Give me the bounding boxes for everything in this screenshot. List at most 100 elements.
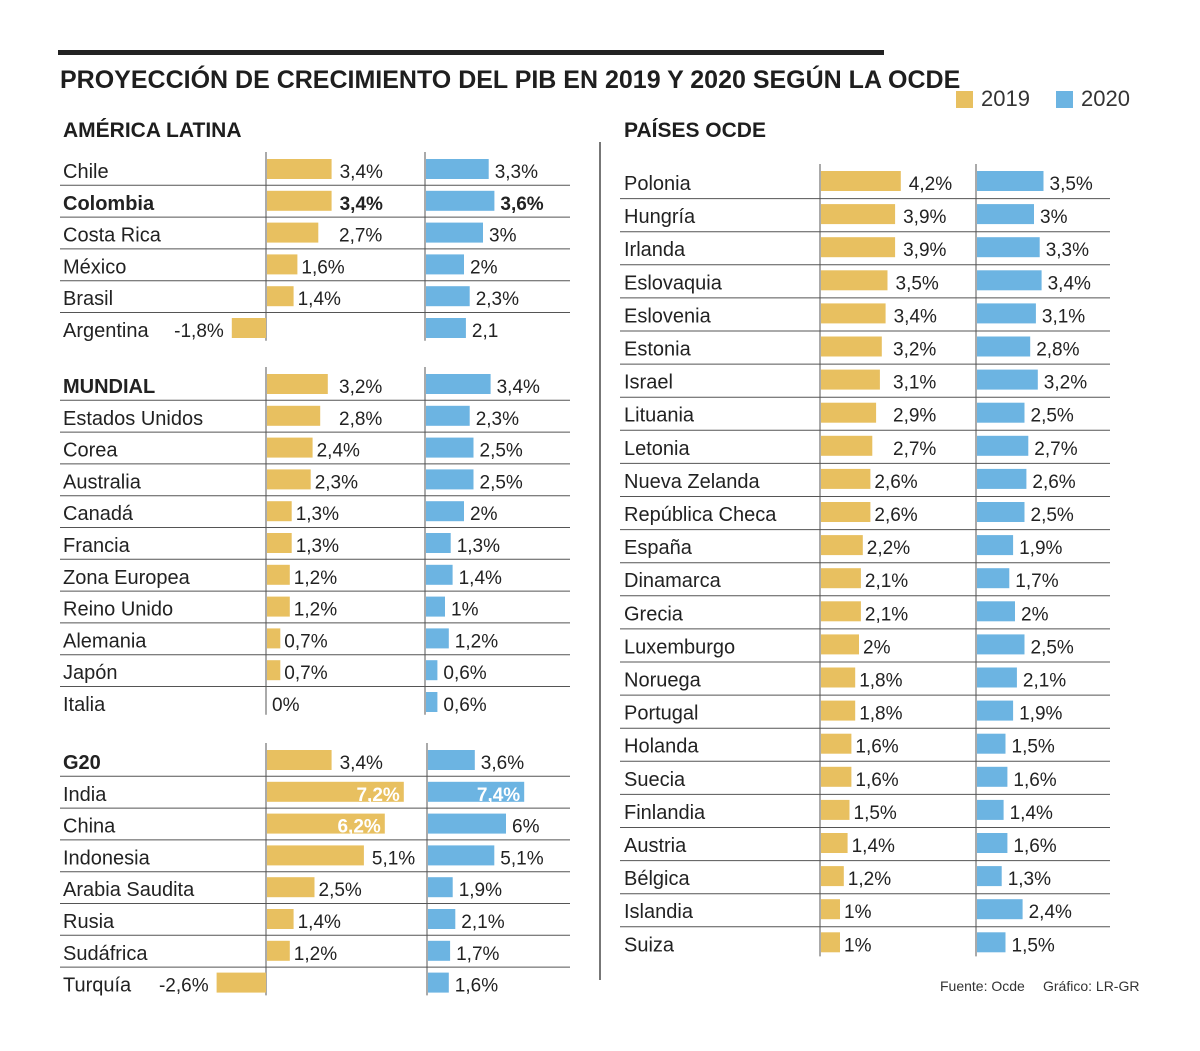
bar-2019-ocde-suecia [821,766,852,787]
row-label-ocde-estonia: Estonia [624,339,692,361]
legend-item-2020: 2020 [1056,86,1130,112]
value-label-2020-ocde-israel: 3,2% [1044,373,1087,394]
row-label-costa-rica: Costa Rica [63,225,162,247]
value-label-2020-ocde-suecia: 1,6% [1013,770,1056,791]
value-label-2019-ocde-espana: 2,2% [867,538,910,559]
value-label-2020-reino-unido: 1% [451,600,479,621]
bar-2019-ocde-letonia [821,435,873,456]
bar-2019-japon [267,660,281,681]
value-label-2019-corea: 2,4% [317,441,360,462]
value-label-2019-alemania: 0,7% [284,631,327,652]
value-label-2019-ocde-portugal: 1,8% [859,704,902,725]
value-label-2019-estados-unidos: 2,8% [339,409,382,430]
value-label-2020-g20: 3,6% [481,753,524,774]
value-label-2020-ocde-eslovaquia: 3,4% [1048,273,1091,294]
value-label-2019-brasil: 1,4% [298,289,341,310]
value-label-2020-brasil: 2,3% [476,289,519,310]
row-label-brasil: Brasil [63,288,113,310]
bar-2020-ocde-nueva-zelanda [977,468,1027,489]
value-label-2020-rusia: 2,1% [461,912,504,933]
row-label-alemania: Alemania [63,630,147,652]
value-label-2020-ocde-belgica: 1,3% [1008,869,1051,890]
column-divider [599,142,601,980]
legend-label-2019: 2019 [981,86,1030,111]
value-label-2019-ocde-dinamarca: 2,1% [865,571,908,592]
bar-2020-ocde-finlandia [977,799,1004,820]
bar-2019-ocde-dinamarca [821,568,861,589]
bar-2019-ocde-finlandia [821,799,850,820]
row-label-ocde-republica-checa: República Checa [624,504,777,526]
value-label-2020-indonesia: 5,1% [500,848,543,869]
value-label-2019-chile: 3,4% [340,162,383,183]
bar-2020-ocde-hungria [977,204,1034,225]
value-label-2019-ocde-letonia: 2,7% [893,439,936,460]
bar-2020-italia [426,692,438,712]
row-label-ocde-lituania: Lituania [624,405,695,427]
value-label-2020-ocde-nueva-zelanda: 2,6% [1032,472,1075,493]
bar-2019-ocde-hungria [821,204,896,225]
value-label-2020-ocde-hungria: 3% [1040,207,1068,228]
bar-2020-arabia-saudita [428,877,453,898]
row-label-india: India [63,784,107,806]
bar-2019-canada [267,501,292,522]
value-label-2020-ocde-lituania: 2,5% [1031,406,1074,427]
bar-2019-ocde-islandia [821,899,840,920]
bar-2020-ocde-holanda [977,733,1006,754]
bar-2019-ocde-irlanda [821,237,896,258]
bar-2020-brasil [426,286,470,307]
bar-2020-mexico [426,254,464,275]
value-label-2019-ocde-grecia: 2,1% [865,604,908,625]
bar-2020-corea [426,437,474,458]
value-label-2019-arabia-saudita: 2,5% [319,880,362,901]
value-label-2020-ocde-irlanda: 3,3% [1046,240,1089,261]
value-label-2019-ocde-republica-checa: 2,6% [874,505,917,526]
value-label-2020-colombia: 3,6% [500,194,543,215]
bar-2020-ocde-dinamarca [977,568,1010,589]
row-label-ocde-belgica: Bélgica [624,868,690,890]
value-label-2020-alemania: 1,2% [455,631,498,652]
bar-2019-chile [267,159,332,179]
row-label-ocde-suiza: Suiza [624,934,675,956]
row-label-reino-unido: Reino Unido [63,599,173,621]
row-label-ocde-letonia: Letonia [624,438,690,460]
bar-2019-indonesia [267,845,364,866]
row-label-ocde-hungria: Hungría [624,206,696,228]
row-label-ocde-nueva-zelanda: Nueva Zelanda [624,471,761,493]
row-label-china: China [63,816,116,838]
bar-2020-costa-rica [426,222,483,243]
value-label-2019-rusia: 1,4% [298,912,341,933]
bar-2020-francia [426,533,451,553]
value-label-2020-canada: 2% [470,504,498,525]
value-label-2020-india: 7,4% [477,785,520,806]
bar-2020-ocde-eslovaquia [977,270,1042,291]
row-label-ocde-austria: Austria [624,835,687,857]
value-label-2020-corea: 2,5% [480,441,523,462]
value-label-2020-mundial: 3,4% [497,377,540,398]
bar-2019-sudafrica [267,940,290,961]
value-label-2020-ocde-polonia: 3,5% [1050,174,1093,195]
legend-label-2020: 2020 [1081,86,1130,111]
bar-2020-australia [426,469,474,490]
value-label-2020-australia: 2,5% [480,472,523,493]
row-label-arabia-saudita: Arabia Saudita [63,879,195,901]
bar-2019-reino-unido [267,596,290,617]
row-label-japon: Japón [63,662,118,684]
bar-2020-ocde-suiza [977,932,1006,953]
value-label-2020-ocde-portugal: 1,9% [1019,704,1062,725]
value-label-2020-chile: 3,3% [495,162,538,183]
row-label-chile: Chile [63,161,109,183]
row-label-estados-unidos: Estados Unidos [63,408,203,430]
bar-2019-costa-rica [267,222,319,243]
bar-2020-sudafrica [428,940,451,961]
bar-2019-ocde-polonia [821,171,901,191]
bar-2019-ocde-holanda [821,733,852,754]
bar-2020-alemania [426,628,449,649]
value-label-2020-turquia: 1,6% [455,976,498,997]
row-label-g20: G20 [63,752,101,774]
value-label-2019-indonesia: 5,1% [372,848,415,869]
value-label-2019-ocde-israel: 3,1% [893,373,936,394]
value-label-2019-mundial: 3,2% [339,377,382,398]
value-label-2020-ocde-islandia: 2,4% [1029,902,1072,923]
value-label-2020-ocde-suiza: 1,5% [1012,935,1055,956]
